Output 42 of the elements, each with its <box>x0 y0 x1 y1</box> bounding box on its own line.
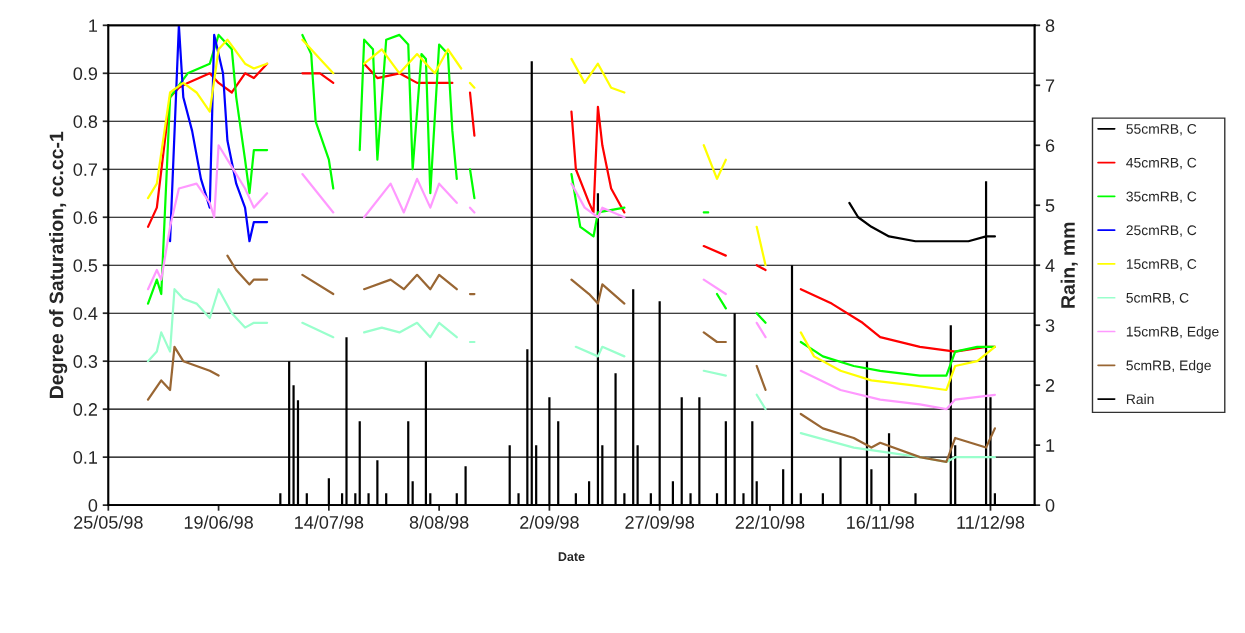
x-tick-label: 11/12/98 <box>957 515 1025 529</box>
x-tick-label: 25/05/98 <box>74 515 143 529</box>
y-tick-label: 0.1 <box>73 451 98 464</box>
y-tick-label: 0.8 <box>73 115 98 128</box>
y-tick-label: 0.3 <box>73 355 98 368</box>
y2-tick-label: 6 <box>1045 139 1055 152</box>
y-tick-label: 0.4 <box>73 307 98 320</box>
y-tick-label: 1 <box>89 19 98 32</box>
legend-label: Rain <box>1126 393 1154 405</box>
x-tick-label: 2/09/98 <box>520 515 579 529</box>
legend-label: 25cmRB, C <box>1126 225 1197 237</box>
legend-label: 15cmRB, C <box>1126 259 1197 271</box>
x-tick-label: 8/08/98 <box>409 515 469 529</box>
y-tick-label: 0.5 <box>73 259 98 272</box>
x-tick-label: 27/09/98 <box>625 515 695 529</box>
x-tick-label: 22/10/98 <box>735 515 805 529</box>
y2-tick-label: 0 <box>1045 499 1055 512</box>
y-axis-title: Degree of Saturation, cc.cc-1 <box>49 131 68 398</box>
y2-tick-label: 8 <box>1045 19 1055 33</box>
y-tick-label: 0 <box>88 499 98 512</box>
legend-label: 15cmRB, Edge <box>1126 326 1219 340</box>
legend-label: 55cmRB, C <box>1126 124 1197 136</box>
y-tick-label: 0.2 <box>73 403 97 416</box>
y2-tick-label: 4 <box>1045 259 1055 272</box>
y-tick-label: 0.7 <box>73 163 97 176</box>
y2-axis-title: Rain, mm <box>1060 222 1078 308</box>
legend-label: 5cmRB, Edge <box>1126 360 1211 374</box>
y2-tick-label: 3 <box>1045 319 1055 332</box>
y2-tick-label: 7 <box>1045 79 1055 92</box>
y2-tick-label: 5 <box>1045 199 1055 212</box>
x-tick-label: 19/06/98 <box>184 515 253 529</box>
x-tick-label: 16/11/98 <box>847 515 914 529</box>
legend-label: 35cmRB, C <box>1126 191 1197 204</box>
y-tick-label: 0.6 <box>73 211 98 224</box>
y2-tick-label: 1 <box>1046 439 1055 452</box>
legend-label: 45cmRB, C <box>1126 157 1197 170</box>
x-tick-label: 14/07/98 <box>295 515 364 529</box>
y-tick-label: 0.9 <box>73 67 98 81</box>
y2-tick-label: 2 <box>1045 379 1055 392</box>
legend-label: 5cmRB, C <box>1126 292 1189 305</box>
line-series <box>168 25 269 243</box>
x-axis-title: Date <box>558 552 585 562</box>
